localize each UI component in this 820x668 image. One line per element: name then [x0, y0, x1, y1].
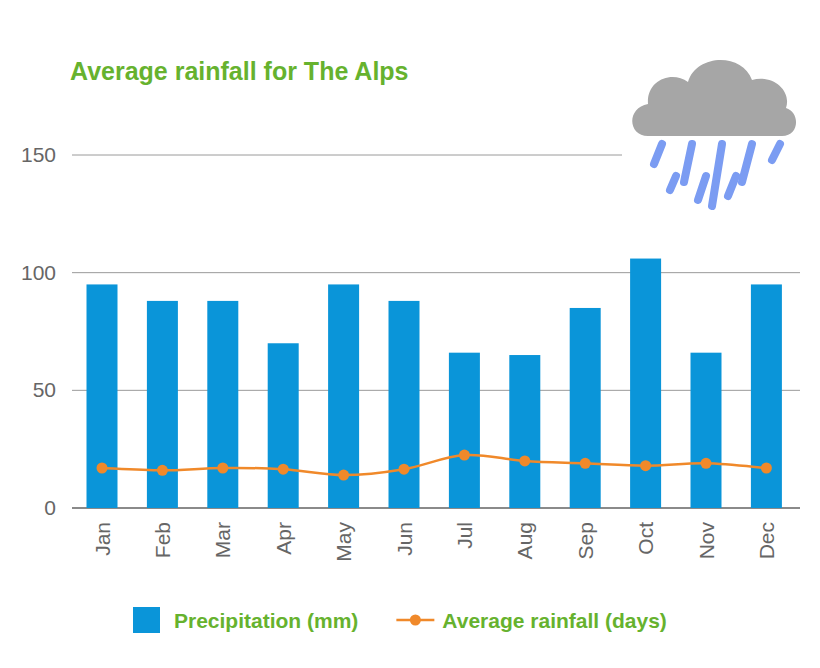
cloud-icon [622, 60, 802, 210]
x-tick-label: Aug [513, 522, 536, 559]
line-marker [459, 450, 470, 461]
bar [691, 353, 722, 508]
bar [389, 301, 420, 508]
rain-drop [670, 176, 676, 190]
bar [751, 284, 782, 508]
line-marker [157, 465, 168, 476]
line-marker [580, 458, 591, 469]
x-tick-label: Oct [634, 522, 657, 555]
line-marker [217, 462, 228, 473]
y-tick-label: 0 [44, 496, 56, 519]
x-tick-label: Sep [574, 522, 597, 559]
bar [570, 308, 601, 508]
legend-marker [410, 615, 421, 626]
chart-svg: Average rainfall for The Alps 0 50 100 150 Ja… [0, 0, 820, 668]
rain-drop [728, 176, 736, 196]
bar [630, 259, 661, 508]
x-tick-label: Jan [91, 522, 114, 556]
y-tick-label: 50 [33, 378, 56, 401]
legend: Precipitation (mm) Average rainfall (days… [133, 607, 667, 633]
title: Average rainfall for The Alps [70, 57, 409, 85]
cloud [632, 60, 796, 136]
line-marker [640, 460, 651, 471]
rain-drop [698, 176, 706, 200]
x-tick-label: Mar [211, 522, 234, 558]
y-tick-label: 100 [21, 261, 56, 284]
rain-drop [772, 144, 780, 160]
legend-label: Average rainfall (days) [442, 609, 666, 632]
legend-label: Precipitation (mm) [174, 609, 358, 632]
x-tick-label: May [332, 522, 355, 562]
y-tick-label: 150 [21, 143, 56, 166]
grid-line [72, 272, 800, 273]
line-marker [761, 462, 772, 473]
rain-drop [654, 144, 662, 164]
chart-container: Average rainfall for The Alps 0 50 100 150 Ja… [0, 0, 820, 668]
legend-swatch [133, 607, 160, 633]
x-tick-label: Nov [695, 522, 718, 560]
bar [449, 353, 480, 508]
x-tick-label: Feb [151, 522, 174, 558]
x-tick-label: Jul [453, 522, 476, 549]
bar [509, 355, 540, 508]
line-marker [278, 464, 289, 475]
rain-drop [712, 144, 722, 206]
rain-drop [742, 144, 752, 182]
bar [147, 301, 178, 508]
bar [207, 301, 238, 508]
bar [268, 343, 299, 508]
plot-area [87, 259, 782, 508]
x-tick-label: Jun [393, 522, 416, 556]
line-marker [97, 462, 108, 473]
x-tick-label: Dec [755, 522, 778, 559]
bar [87, 284, 118, 508]
line-marker [338, 470, 349, 481]
line-marker [519, 455, 530, 466]
cloud-bg [622, 60, 802, 210]
x-tick-label: Apr [272, 522, 295, 555]
line-marker [701, 458, 712, 469]
line-marker [399, 464, 410, 475]
line [102, 455, 766, 475]
rain-drop [684, 144, 692, 182]
